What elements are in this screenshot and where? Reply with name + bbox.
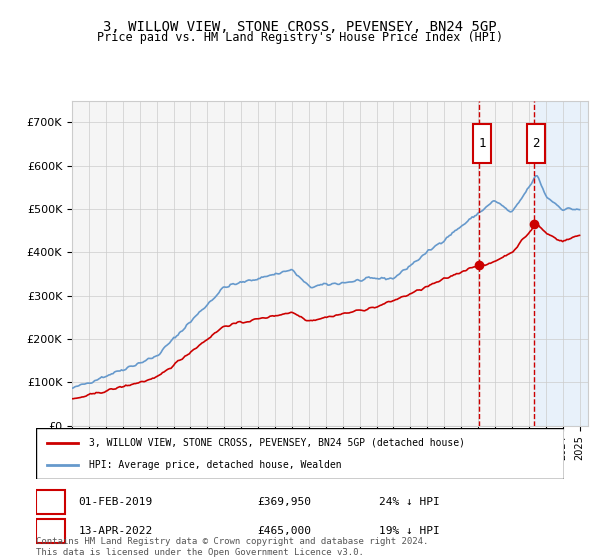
- FancyBboxPatch shape: [36, 519, 65, 543]
- FancyBboxPatch shape: [527, 124, 545, 162]
- Bar: [533, 101, 588, 426]
- Text: 24% ↓ HPI: 24% ↓ HPI: [379, 497, 440, 507]
- Text: Price paid vs. HM Land Registry's House Price Index (HPI): Price paid vs. HM Land Registry's House …: [97, 31, 503, 44]
- Text: 19% ↓ HPI: 19% ↓ HPI: [379, 526, 440, 536]
- FancyBboxPatch shape: [36, 428, 564, 479]
- Text: 3, WILLOW VIEW, STONE CROSS, PEVENSEY, BN24 5GP (detached house): 3, WILLOW VIEW, STONE CROSS, PEVENSEY, B…: [89, 437, 465, 447]
- Text: 1: 1: [47, 497, 53, 507]
- Text: 01-FEB-2019: 01-FEB-2019: [78, 497, 152, 507]
- Text: Contains HM Land Registry data © Crown copyright and database right 2024.
This d: Contains HM Land Registry data © Crown c…: [36, 538, 428, 557]
- Text: £369,950: £369,950: [258, 497, 312, 507]
- Bar: [533, 101, 588, 426]
- Text: HPI: Average price, detached house, Wealden: HPI: Average price, detached house, Weal…: [89, 460, 341, 470]
- Text: £465,000: £465,000: [258, 526, 312, 536]
- Text: 2: 2: [47, 526, 53, 536]
- Text: 2: 2: [533, 137, 540, 150]
- Text: 3, WILLOW VIEW, STONE CROSS, PEVENSEY, BN24 5GP: 3, WILLOW VIEW, STONE CROSS, PEVENSEY, B…: [103, 20, 497, 34]
- Text: 1: 1: [478, 137, 486, 150]
- FancyBboxPatch shape: [473, 124, 491, 162]
- FancyBboxPatch shape: [36, 490, 65, 514]
- Text: 13-APR-2022: 13-APR-2022: [78, 526, 152, 536]
